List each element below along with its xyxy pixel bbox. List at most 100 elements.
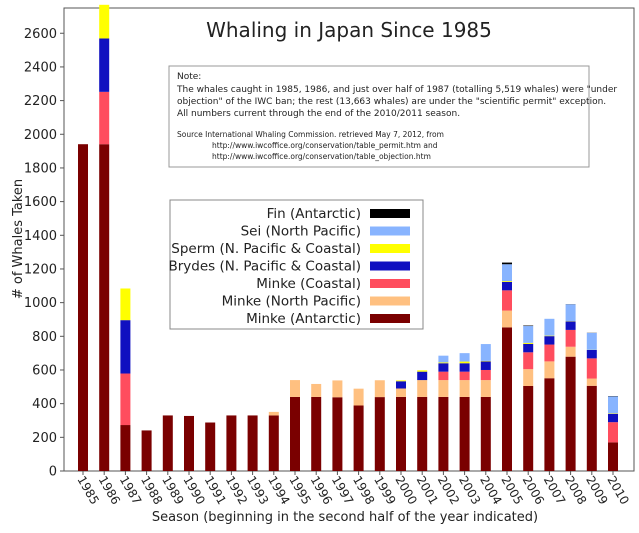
bar-segment-brydes-n-pacific-coastal [608, 413, 618, 423]
y-tick-label: 2400 [24, 60, 57, 75]
bar-segment-minke-coastal [523, 352, 534, 370]
bar-segment-minke-antarctic [247, 415, 258, 471]
bar-segment-minke-coastal [480, 369, 491, 381]
bar-segment-minke-antarctic [417, 396, 428, 471]
y-axis: 0 200 400 600 800 1000 1200 1400 1600 1800 2000 220… [24, 27, 64, 480]
y-tick-label: 200 [32, 431, 57, 446]
legend-label: Sei (North Pacific) [241, 224, 361, 240]
bar-segment-minke-antarctic [120, 425, 131, 471]
bar-segment-minke-north-pacific [459, 380, 470, 397]
legend-label: Sperm (N. Pacific & Coastal) [171, 241, 361, 257]
y-tick-label: 1800 [24, 161, 57, 176]
note-line: All numbers current through the end of t… [177, 109, 460, 119]
bar-segment-sperm-n-pacific-coastal [99, 4, 110, 39]
bar-segment-minke-north-pacific [565, 346, 576, 357]
bar-segment-brydes-n-pacific-coastal [438, 363, 449, 372]
y-tick-label: 0 [49, 465, 57, 480]
bar-segment-minke-antarctic [226, 415, 237, 471]
bar-segment-minke-antarctic [141, 430, 152, 471]
bar-segment-minke-coastal [99, 91, 110, 145]
note-heading: Note: [177, 72, 201, 82]
bar-segment-minke-antarctic [311, 396, 322, 471]
y-tick-label: 2200 [24, 94, 57, 109]
bar-segment-minke-north-pacific [417, 380, 428, 397]
bar-segment-brydes-n-pacific-coastal [586, 349, 597, 359]
bar-segment-brydes-n-pacific-coastal [120, 320, 131, 374]
legend-label: Minke (North Pacific) [222, 294, 361, 310]
bars-layer [78, 4, 618, 471]
bar-segment-sperm-n-pacific-coastal [417, 370, 428, 372]
y-tick-label: 400 [32, 397, 57, 412]
bar-segment-minke-antarctic [438, 396, 449, 471]
bar-segment-minke-north-pacific [438, 380, 449, 397]
bar-segment-minke-north-pacific [268, 411, 279, 416]
note-source-url: http://www.iwcoffice.org/conservation/ta… [212, 141, 438, 150]
bar-segment-minke-coastal [459, 371, 470, 381]
legend-label: Minke (Coastal) [256, 276, 361, 292]
legend-swatch [370, 314, 410, 323]
bar-segment-minke-coastal [438, 371, 449, 381]
bar-segment-brydes-n-pacific-coastal [459, 363, 470, 372]
y-tick-label: 1600 [24, 195, 57, 210]
bar-segment-minke-north-pacific [480, 380, 491, 397]
bar-segment-sei-north-pacific [586, 332, 597, 350]
y-tick-label: 600 [32, 363, 57, 378]
y-tick-label: 1400 [24, 229, 57, 244]
bar-segment-minke-antarctic [162, 415, 173, 471]
bar-segment-sperm-n-pacific-coastal [502, 281, 512, 282]
bar-segment-sei-north-pacific [502, 264, 512, 282]
legend-swatch [370, 209, 410, 218]
bar-segment-brydes-n-pacific-coastal [396, 381, 406, 389]
bar-segment-sperm-n-pacific-coastal [608, 413, 618, 414]
bar-segment-minke-antarctic [268, 415, 279, 471]
y-axis-label: # of Whales Taken [11, 179, 26, 299]
note-source: Source International Whaling Commission.… [177, 130, 444, 139]
legend-swatch [370, 279, 410, 288]
bar-segment-brydes-n-pacific-coastal [99, 38, 110, 92]
bar-segment-minke-north-pacific [374, 380, 385, 398]
bar-segment-sperm-n-pacific-coastal [523, 342, 534, 344]
bar-segment-minke-coastal [586, 358, 597, 379]
bar-segment-brydes-n-pacific-coastal [523, 343, 534, 353]
x-axis-label: Season (beginning in the second half of … [152, 510, 538, 525]
legend-swatch [370, 226, 410, 236]
legend-label: Brydes (N. Pacific & Coastal) [168, 259, 361, 275]
bar-segment-minke-coastal [120, 373, 131, 426]
bar-segment-minke-antarctic [184, 415, 194, 471]
bar-segment-sei-north-pacific [438, 355, 449, 363]
bar-segment-minke-antarctic [480, 396, 491, 471]
bar-segment-brydes-n-pacific-coastal [480, 361, 491, 370]
bar-segment-brydes-n-pacific-coastal [565, 321, 576, 330]
note-line: objection" of the IWC ban; the rest (13,… [177, 97, 606, 107]
chart-title: Whaling in Japan Since 1985 [206, 18, 492, 42]
bar-segment-minke-antarctic [459, 396, 470, 471]
y-tick-label: 2000 [24, 128, 57, 143]
bar-segment-minke-north-pacific [586, 378, 597, 386]
bar-segment-sei-north-pacific [565, 304, 576, 322]
legend-swatch [370, 261, 410, 271]
bar-segment-minke-coastal [544, 344, 555, 362]
bar-segment-minke-antarctic [544, 378, 555, 471]
legend-swatch [370, 244, 410, 253]
bar-segment-minke-antarctic [565, 356, 576, 471]
bar-segment-minke-antarctic [332, 397, 343, 471]
bar-segment-brydes-n-pacific-coastal [417, 371, 428, 381]
bar-segment-fin-antarctic [523, 325, 534, 327]
bar-segment-minke-north-pacific [353, 388, 364, 406]
y-tick-label: 1200 [24, 262, 57, 277]
bar-segment-sperm-n-pacific-coastal [544, 335, 555, 337]
bar-segment-minke-antarctic [99, 144, 110, 471]
bar-segment-minke-north-pacific [523, 369, 534, 386]
bar-segment-sperm-n-pacific-coastal [459, 361, 470, 364]
bar-segment-sei-north-pacific [459, 353, 470, 362]
bar-segment-minke-north-pacific [290, 380, 300, 397]
bar-segment-minke-coastal [608, 422, 618, 443]
bar-segment-minke-antarctic [290, 396, 300, 471]
y-tick-label: 800 [32, 330, 57, 345]
note-source-url: http://www.iwcoffice.org/conservation/ta… [212, 152, 431, 161]
bar-segment-sperm-n-pacific-coastal [438, 362, 449, 364]
y-tick-label: 1000 [24, 296, 57, 311]
bar-segment-minke-north-pacific [311, 383, 322, 397]
bar-segment-sei-north-pacific [523, 326, 534, 343]
